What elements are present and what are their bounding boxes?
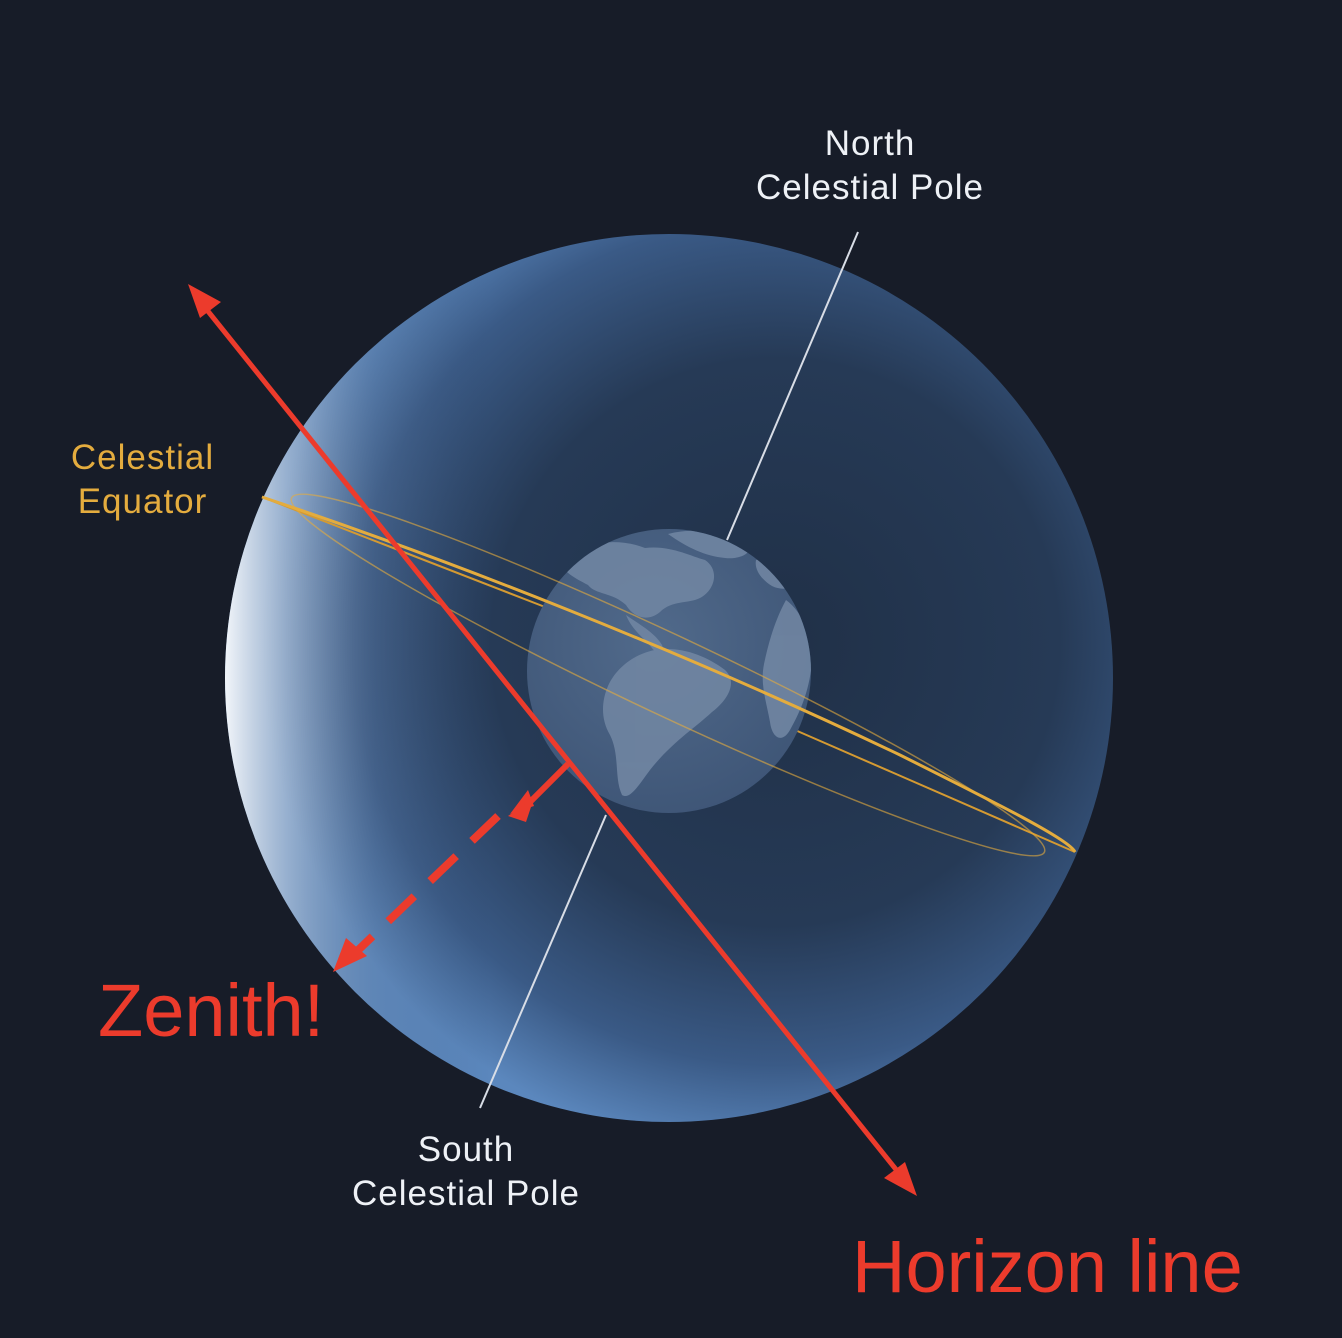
equator-label-line1: Celestial <box>70 438 215 477</box>
north-label-line2: Celestial Pole <box>756 167 984 207</box>
south-label-line1: South <box>417 1130 515 1169</box>
zenith-arrow <box>333 761 571 972</box>
celestial-axis-south <box>479 814 607 1109</box>
north-label-line1: North <box>824 124 916 163</box>
horizon-line-label: Horizon line <box>852 1225 1243 1308</box>
celestial-equator-front <box>261 495 1077 853</box>
south-label-line2: Celestial Pole <box>352 1173 580 1213</box>
south-celestial-pole-label: South Celestial Pole <box>336 1128 596 1216</box>
earth <box>527 529 811 813</box>
zenith-label: Zenith! <box>98 969 325 1052</box>
celestial-equator-label: Celestial Equator <box>40 436 245 524</box>
horizon-arrow <box>188 284 917 1196</box>
north-celestial-pole-label: North Celestial Pole <box>740 122 1000 210</box>
equator-label-line2: Equator <box>77 481 208 521</box>
celestial-axis-north <box>726 231 859 541</box>
